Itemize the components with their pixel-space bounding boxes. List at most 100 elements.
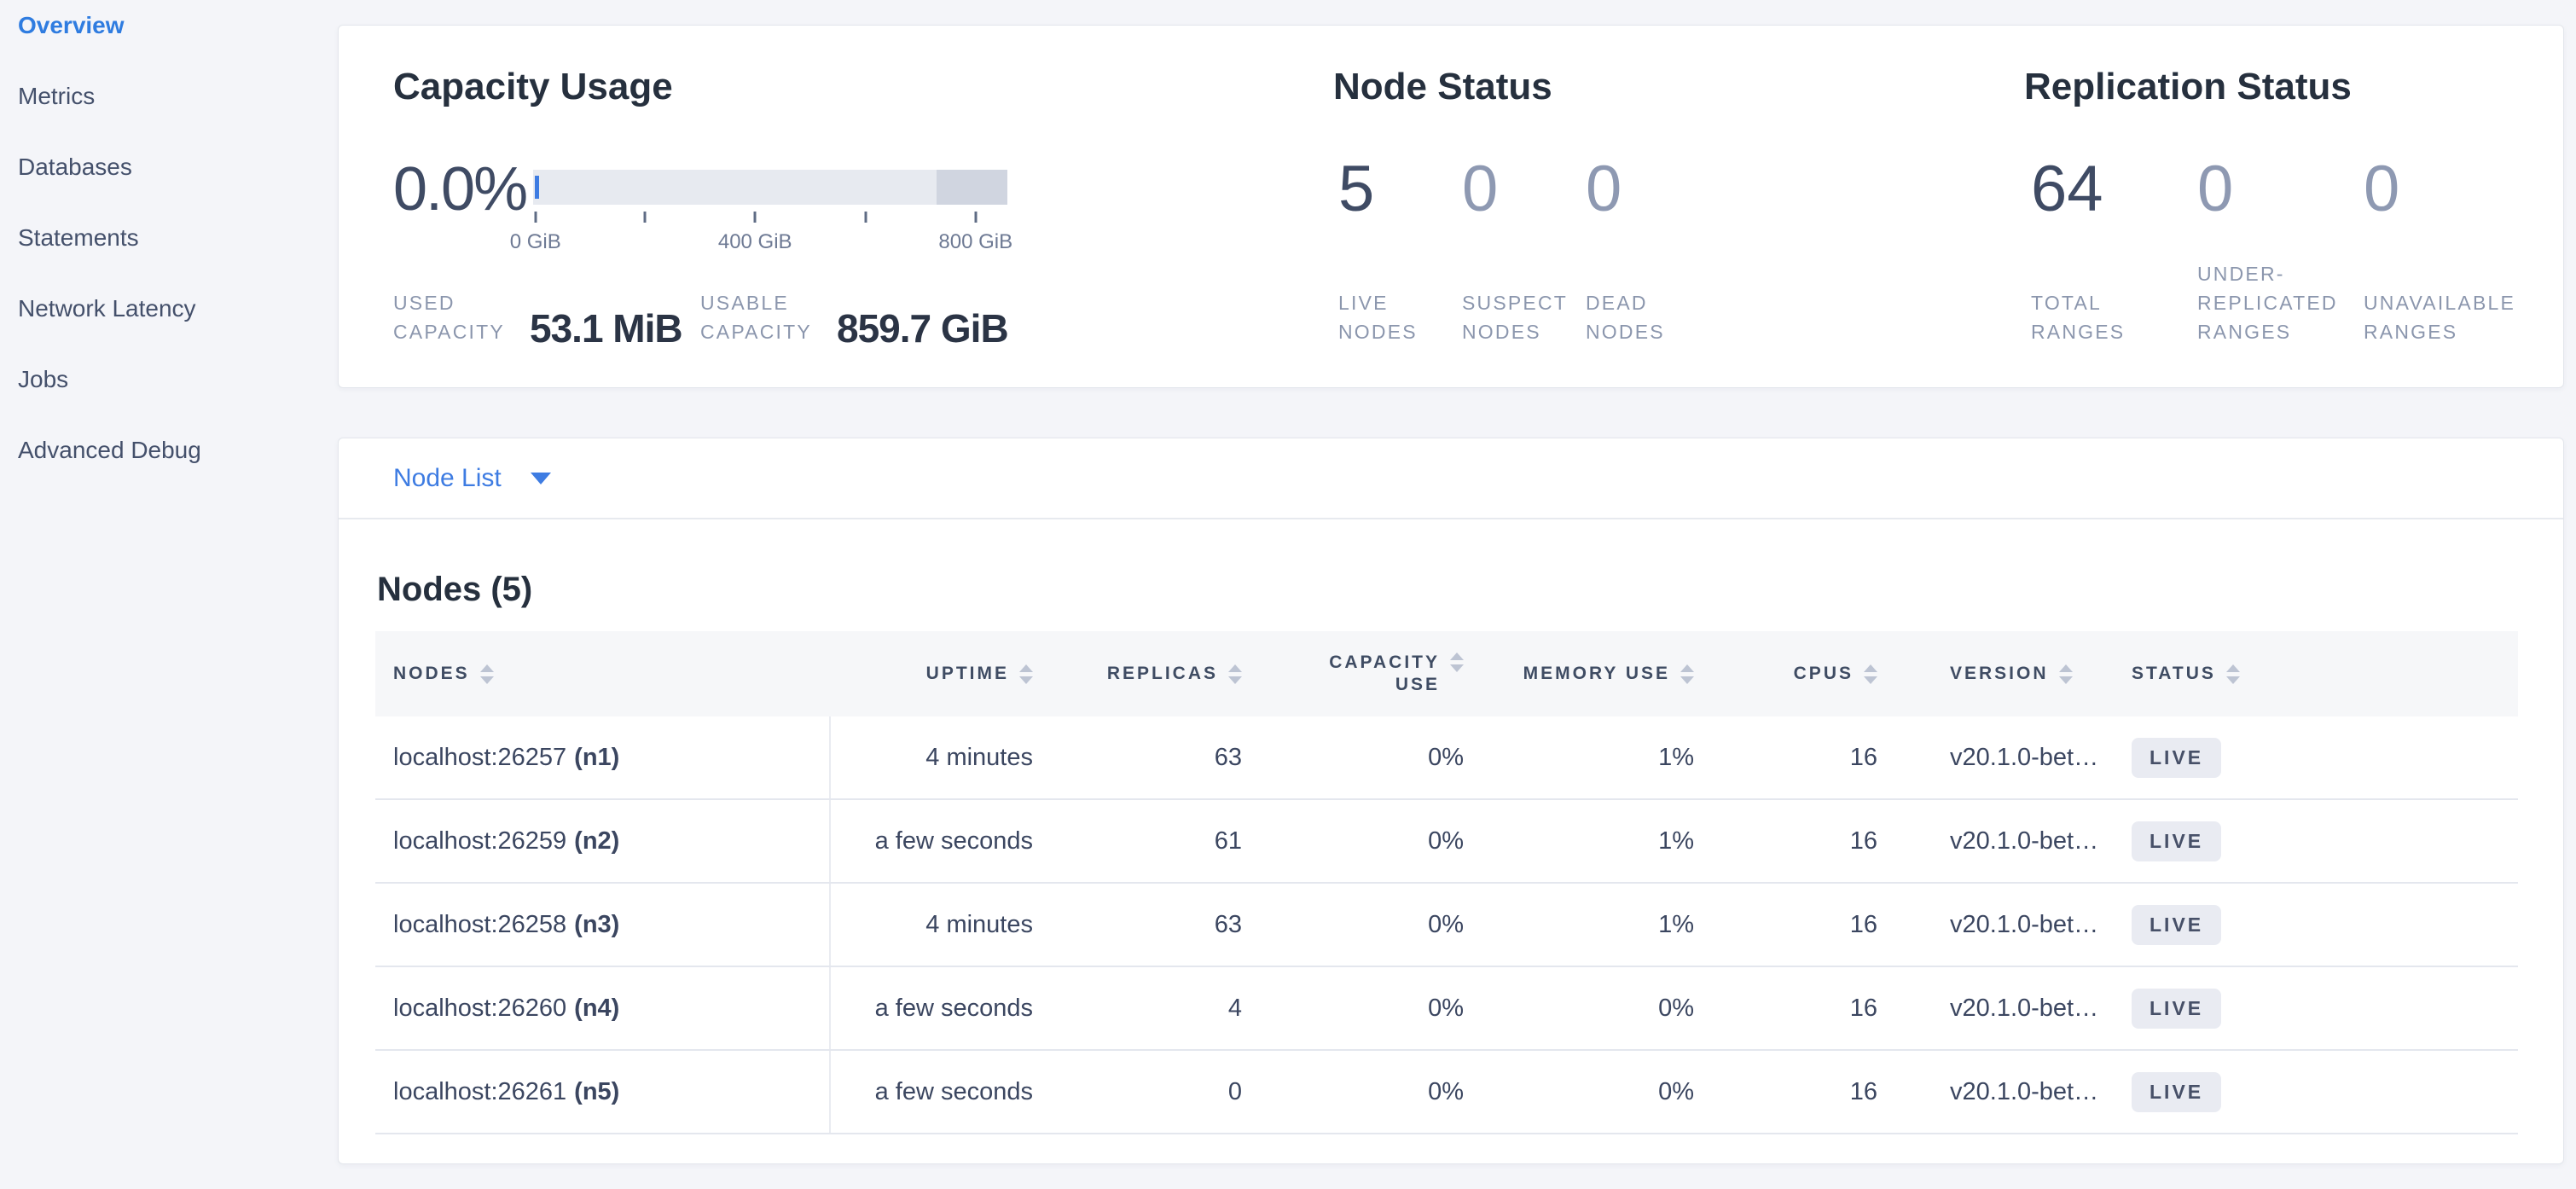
cell-replicas: 4 xyxy=(1227,994,1242,1022)
capacity-axis-tick xyxy=(534,212,537,223)
cell-version: v20.1.0-bet… xyxy=(1950,994,2099,1022)
replication-stat-value: 0 xyxy=(2364,153,2400,225)
cell-replicas: 61 xyxy=(1214,826,1242,855)
cell-capacity-use: 0% xyxy=(1428,994,1464,1022)
sort-desc-icon xyxy=(1450,664,1464,672)
cell-memory-use: 0% xyxy=(1658,1077,1694,1105)
column-header-version[interactable]: VERSION xyxy=(1903,631,2108,716)
node-status-stat-suspect-nodes: 0 SUSPECT NODES xyxy=(1462,154,1586,346)
column-header-memory[interactable]: MEMORY USE xyxy=(1489,631,1720,716)
capacity-usage-title: Capacity Usage xyxy=(393,66,673,107)
column-header-uptime[interactable]: UPTIME xyxy=(831,631,1059,716)
sort-asc-icon xyxy=(479,664,494,672)
replication-status-title: Replication Status xyxy=(2024,66,2352,107)
column-header-label: REPLICAS xyxy=(1106,664,1218,683)
node-list-dropdown[interactable]: Node List xyxy=(393,464,551,493)
sort-icon[interactable] xyxy=(2058,664,2073,684)
cell-node-name: localhost:26258 (n3) xyxy=(375,884,831,966)
column-header-cpus[interactable]: CPUS xyxy=(1720,631,1903,716)
sort-asc-icon xyxy=(1019,664,1033,672)
column-header-capacity[interactable]: CAPACITY USE xyxy=(1268,631,1489,716)
status-badge: LIVE xyxy=(2132,1071,2222,1112)
column-header-nodes[interactable]: NODES xyxy=(375,631,831,716)
sort-icon[interactable] xyxy=(1228,664,1242,684)
column-header-status[interactable]: STATUS xyxy=(2108,631,2518,716)
sort-icon[interactable] xyxy=(1019,664,1033,684)
cell-replicas: 0 xyxy=(1227,1077,1242,1105)
node-status-stat-label: DEAD NODES xyxy=(1586,292,1665,343)
sort-desc-icon xyxy=(2058,676,2073,684)
node-status-stat-value: 5 xyxy=(1338,153,1375,225)
table-row: localhost:26261 (n5) a few seconds 0 0% 0% 16 v… xyxy=(375,1051,2518,1134)
cell-status: LIVE xyxy=(2108,884,2518,966)
capacity-bar-used-indicator xyxy=(535,176,539,199)
capacity-axis-label: 400 GiB xyxy=(717,230,792,253)
sort-icon[interactable] xyxy=(2225,664,2240,684)
cell-cpus: 16 xyxy=(1849,1077,1877,1105)
table-row: localhost:26258 (n3) 4 minutes 63 0% 1% 16 v20.… xyxy=(375,884,2518,967)
sort-asc-icon xyxy=(2058,664,2073,672)
sort-icon[interactable] xyxy=(479,664,494,684)
sidebar-item-network-latency[interactable]: Network Latency xyxy=(18,294,196,322)
cell-uptime: 4 minutes xyxy=(925,743,1033,771)
capacity-stat-label: USED CAPACITY xyxy=(393,288,530,346)
column-header-label: MEMORY USE xyxy=(1523,664,1670,683)
sidebar-item-metrics[interactable]: Metrics xyxy=(18,82,96,109)
node-host: localhost:26258 xyxy=(393,910,567,938)
capacity-axis-tick xyxy=(864,212,867,223)
replication-status-stats: 64 TOTAL RANGES 0 UNDER-REPLICATED RANGES 0 U… xyxy=(2031,154,2530,346)
replication-stat-label: UNAVAILABLE RANGES xyxy=(2364,292,2516,343)
capacity-used-percent: 0.0% xyxy=(393,155,528,223)
cell-node-name: localhost:26261 (n5) xyxy=(375,1051,831,1133)
sidebar-item-databases[interactable]: Databases xyxy=(18,153,132,180)
node-host: localhost:26261 xyxy=(393,1077,567,1105)
column-header-label: NODES xyxy=(393,664,470,683)
cell-memory-use: 1% xyxy=(1658,910,1694,938)
replication-stat-under-replicated-ranges: 0 UNDER-REPLICATED RANGES xyxy=(2197,154,2364,346)
node-id: (n3) xyxy=(574,910,620,938)
sidebar-nav-list: Overview Metrics Databases Statements Networ… xyxy=(0,0,338,485)
node-status-stat-value: 0 xyxy=(1586,153,1622,225)
sidebar-item-overview[interactable]: Overview xyxy=(18,11,125,38)
sidebar-item-jobs[interactable]: Jobs xyxy=(18,365,69,392)
sort-icon[interactable] xyxy=(1864,664,1877,684)
replication-stat-label: UNDER-REPLICATED RANGES xyxy=(2197,263,2338,343)
node-list-card: Node List Nodes (5) NODES UPTIME REPLICAS C… xyxy=(338,438,2564,1164)
cell-capacity-use: 0% xyxy=(1428,910,1464,938)
column-header-replicas[interactable]: REPLICAS xyxy=(1059,631,1268,716)
sort-asc-icon xyxy=(1864,664,1877,672)
node-status-stats: 5 LIVE NODES 0 SUSPECT NODES 0 DEAD NODES xyxy=(1338,154,1709,346)
cell-node-name: localhost:26260 (n4) xyxy=(375,967,831,1049)
cell-node-name: localhost:26257 (n1) xyxy=(375,716,831,798)
cell-status: LIVE xyxy=(2108,967,2518,1049)
sort-desc-icon xyxy=(1019,676,1033,684)
replication-status-section: Replication Status 64 TOTAL RANGES 0 UNDER-… xyxy=(2024,26,2561,387)
cell-status: LIVE xyxy=(2108,1051,2518,1133)
sort-desc-icon xyxy=(479,676,494,684)
replication-stat-unavailable-ranges: 0 UNAVAILABLE RANGES xyxy=(2364,154,2530,346)
capacity-usage-section: Capacity Usage 0.0% 0 GiB 400 GiB 800 GiB … xyxy=(339,26,1333,387)
sidebar-item-advanced-debug[interactable]: Advanced Debug xyxy=(18,436,201,463)
cell-uptime: a few seconds xyxy=(874,1077,1033,1105)
node-id: (n1) xyxy=(574,743,620,771)
nodes-table-section: Nodes (5) NODES UPTIME REPLICAS CAPACITY US… xyxy=(339,571,2563,1134)
sidebar-item-statements[interactable]: Statements xyxy=(18,223,139,251)
table-row: localhost:26260 (n4) a few seconds 4 0% 0% 16 v… xyxy=(375,967,2518,1051)
column-header-label: UPTIME xyxy=(925,664,1009,683)
sort-icon[interactable] xyxy=(1450,652,1464,672)
nodes-table-title: Nodes (5) xyxy=(377,571,533,608)
node-id: (n2) xyxy=(574,826,620,855)
node-id: (n5) xyxy=(574,1077,620,1105)
capacity-stat-label-text: USABLE CAPACITY xyxy=(700,292,812,343)
cell-version: v20.1.0-bet… xyxy=(1950,1077,2099,1105)
capacity-stat-label: USABLE CAPACITY xyxy=(700,288,837,346)
sort-desc-icon xyxy=(1864,676,1877,684)
cell-cpus: 16 xyxy=(1849,826,1877,855)
capacity-stat-label-text: USED CAPACITY xyxy=(393,292,505,343)
cell-memory-use: 0% xyxy=(1658,994,1694,1022)
sort-icon[interactable] xyxy=(1680,664,1694,684)
cluster-summary-card: Capacity Usage 0.0% 0 GiB 400 GiB 800 GiB … xyxy=(338,25,2564,388)
replication-stat-total-ranges: 64 TOTAL RANGES xyxy=(2031,154,2197,346)
sort-asc-icon xyxy=(2225,664,2240,672)
cell-version: v20.1.0-bet… xyxy=(1950,910,2099,938)
